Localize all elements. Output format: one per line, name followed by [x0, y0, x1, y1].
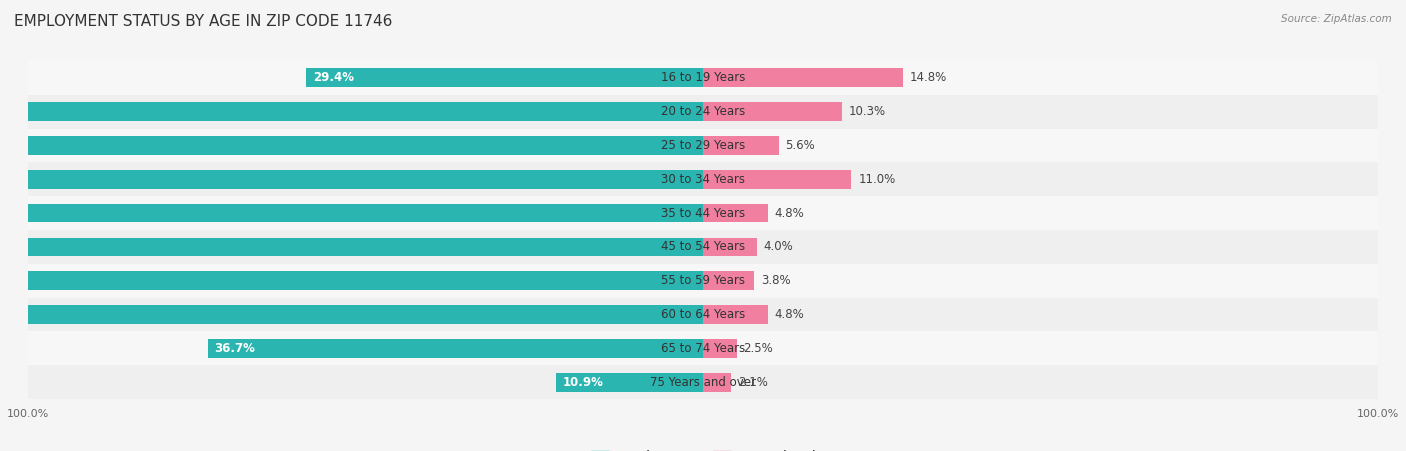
Legend: In Labor Force, Unemployed: In Labor Force, Unemployed	[591, 450, 815, 451]
Bar	[28, 331, 1378, 365]
Text: 55 to 59 Years: 55 to 59 Years	[661, 274, 745, 287]
Text: 2.1%: 2.1%	[738, 376, 768, 389]
Text: 3.8%: 3.8%	[761, 274, 790, 287]
Text: 10.9%: 10.9%	[562, 376, 603, 389]
Text: 35 to 44 Years: 35 to 44 Years	[661, 207, 745, 220]
Text: 25 to 29 Years: 25 to 29 Years	[661, 139, 745, 152]
Text: 36.7%: 36.7%	[214, 342, 256, 355]
Text: 29.4%: 29.4%	[314, 71, 354, 84]
Text: 5.6%: 5.6%	[786, 139, 815, 152]
Bar	[703, 102, 842, 121]
Text: Source: ZipAtlas.com: Source: ZipAtlas.com	[1281, 14, 1392, 23]
Bar	[0, 305, 703, 324]
Bar	[0, 136, 703, 155]
Bar	[703, 238, 756, 256]
Text: EMPLOYMENT STATUS BY AGE IN ZIP CODE 11746: EMPLOYMENT STATUS BY AGE IN ZIP CODE 117…	[14, 14, 392, 28]
Bar	[703, 373, 731, 391]
Bar	[0, 238, 703, 256]
Bar	[28, 95, 1378, 129]
Text: 11.0%: 11.0%	[858, 173, 896, 186]
Text: 4.0%: 4.0%	[763, 240, 793, 253]
Bar	[28, 230, 1378, 264]
Bar	[0, 170, 703, 189]
Bar	[555, 373, 703, 391]
Bar	[703, 69, 903, 87]
Bar	[703, 339, 737, 358]
Bar	[28, 365, 1378, 399]
Bar	[28, 298, 1378, 331]
Bar	[28, 162, 1378, 196]
Text: 65 to 74 Years: 65 to 74 Years	[661, 342, 745, 355]
Text: 45 to 54 Years: 45 to 54 Years	[661, 240, 745, 253]
Text: 14.8%: 14.8%	[910, 71, 946, 84]
Bar	[28, 264, 1378, 298]
Bar	[703, 305, 768, 324]
Text: 4.8%: 4.8%	[775, 207, 804, 220]
Bar	[28, 196, 1378, 230]
Bar	[703, 136, 779, 155]
Text: 2.5%: 2.5%	[744, 342, 773, 355]
Bar	[0, 272, 703, 290]
Text: 30 to 34 Years: 30 to 34 Years	[661, 173, 745, 186]
Text: 10.3%: 10.3%	[849, 105, 886, 118]
Text: 16 to 19 Years: 16 to 19 Years	[661, 71, 745, 84]
Bar	[208, 339, 703, 358]
Bar	[307, 69, 703, 87]
Text: 4.8%: 4.8%	[775, 308, 804, 321]
Text: 60 to 64 Years: 60 to 64 Years	[661, 308, 745, 321]
Bar	[28, 61, 1378, 95]
Text: 75 Years and over: 75 Years and over	[650, 376, 756, 389]
Bar	[703, 272, 754, 290]
Text: 20 to 24 Years: 20 to 24 Years	[661, 105, 745, 118]
Bar	[0, 102, 703, 121]
Bar	[703, 204, 768, 222]
Bar	[703, 170, 852, 189]
Bar	[0, 204, 703, 222]
Bar	[28, 129, 1378, 162]
